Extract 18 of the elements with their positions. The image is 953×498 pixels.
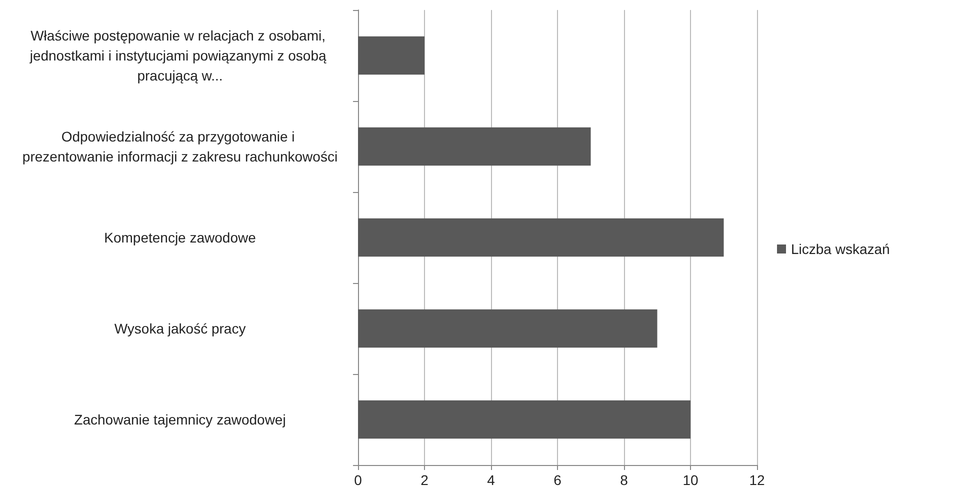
bar bbox=[358, 36, 424, 75]
bar bbox=[358, 309, 658, 348]
legend-label: Liczba wskazań bbox=[791, 241, 890, 257]
y-tick-label: Wysoka jakość pracy bbox=[114, 320, 246, 336]
x-tick-label: 8 bbox=[620, 472, 628, 488]
x-tick-label: 0 bbox=[354, 472, 362, 488]
bar bbox=[358, 218, 724, 257]
x-tick-label: 12 bbox=[749, 472, 765, 488]
x-tick-label: 6 bbox=[554, 472, 562, 488]
y-tick-label: Właściwe postępowanie w relacjach z osobami, jednostkami i instytucjami powiązanymi z osobą pracującą w... bbox=[28, 28, 330, 84]
bar bbox=[358, 127, 591, 166]
x-tick-label: 4 bbox=[487, 472, 496, 488]
x-tick-label: 2 bbox=[420, 472, 429, 488]
bar bbox=[358, 400, 690, 439]
x-tick-label: 10 bbox=[682, 472, 698, 488]
y-tick-label: Kompetencje zawodowe bbox=[104, 230, 256, 246]
y-tick-label: Odpowiedzialność za przygotowanie i prezentowanie informacji z zakresu rachunkowości bbox=[22, 128, 338, 164]
y-tick-label: Zachowanie tajemnicy zawodowej bbox=[74, 412, 286, 428]
